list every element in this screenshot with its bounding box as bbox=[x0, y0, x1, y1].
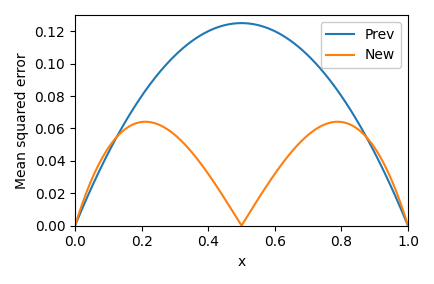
New bbox=[226, 202, 231, 206]
New bbox=[335, 120, 340, 124]
Prev bbox=[72, 224, 78, 227]
Prev bbox=[226, 23, 231, 26]
Prev bbox=[335, 89, 340, 92]
New bbox=[89, 177, 95, 180]
Line: Prev: Prev bbox=[75, 23, 408, 226]
Prev bbox=[234, 22, 240, 25]
New bbox=[396, 196, 401, 199]
New bbox=[335, 120, 340, 124]
Legend: Prev, New: Prev, New bbox=[321, 22, 401, 68]
New bbox=[234, 217, 240, 220]
New bbox=[405, 224, 411, 227]
New bbox=[72, 224, 78, 227]
X-axis label: x: x bbox=[237, 255, 246, 269]
Prev bbox=[396, 201, 401, 204]
New bbox=[396, 195, 401, 199]
Prev bbox=[89, 185, 95, 188]
Prev bbox=[405, 224, 411, 227]
Y-axis label: Mean squared error: Mean squared error bbox=[15, 52, 29, 189]
Prev bbox=[396, 202, 401, 205]
Line: New: New bbox=[75, 122, 408, 226]
Prev bbox=[239, 21, 244, 25]
